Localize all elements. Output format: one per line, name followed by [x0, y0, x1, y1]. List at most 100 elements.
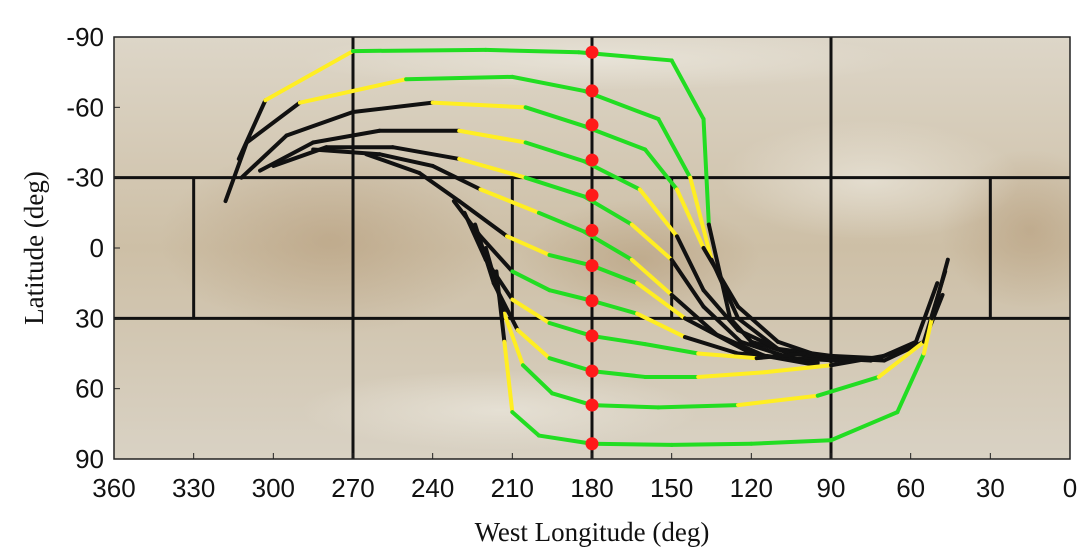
trajectory-segment [547, 253, 594, 268]
crossing-point [585, 294, 599, 308]
trajectory-segment [674, 234, 706, 293]
surface-basemap [114, 37, 1070, 459]
trajectory-segment [457, 156, 528, 180]
crossing-point [585, 84, 599, 98]
y-tick-label: -30 [66, 163, 104, 193]
trajectory-segment [510, 297, 552, 326]
trajectory-segment [754, 351, 807, 361]
trajectory-segment [643, 147, 679, 192]
trajectory-segment [815, 374, 881, 398]
trajectory-segment [682, 335, 741, 356]
trajectory-segment [417, 170, 462, 204]
trajectory-segment [682, 316, 754, 356]
x-axis-title: West Longitude (deg) [475, 517, 710, 547]
trajectory-segment [688, 175, 714, 262]
trajectory-segment [502, 339, 515, 415]
trajectory-segment [701, 288, 741, 333]
trajectory-segment [536, 210, 587, 234]
crossing-point [585, 259, 599, 273]
crossing-point [585, 364, 599, 378]
trajectory-segment [590, 298, 640, 316]
trajectory-segment [736, 393, 820, 408]
trajectory-segment [674, 187, 706, 250]
trajectory-segment [775, 339, 828, 361]
trajectory-segment [547, 356, 594, 374]
crossing-point [585, 45, 599, 59]
trajectory-segment [377, 152, 435, 168]
trajectory-segment [478, 234, 515, 274]
trajectory-segment [390, 145, 462, 161]
trajectory-segment [913, 281, 940, 344]
trajectory-segment [701, 117, 711, 227]
trajectory-segment [635, 311, 687, 340]
y-axis: -90 -60 -30 0 30 60 90 [66, 22, 120, 474]
trajectory-segment [876, 339, 926, 379]
trajectory-segment [494, 269, 507, 344]
trajectory-segment [430, 100, 528, 110]
trajectory-segment [483, 47, 581, 55]
y-tick-label: -60 [66, 92, 104, 122]
trajectory-3 [239, 100, 913, 363]
trajectory-segment [643, 342, 701, 356]
trajectory-segment [510, 269, 552, 293]
trajectory-segment [669, 292, 719, 337]
trajectory-segment [510, 74, 587, 93]
crossing-point [585, 188, 599, 202]
y-tick-label: 0 [90, 233, 104, 263]
trajectory-segment [590, 403, 661, 410]
trajectory-segment [762, 363, 833, 375]
trajectory-10 [473, 222, 887, 379]
trajectory-segment [736, 304, 780, 344]
trajectory-segment [895, 351, 926, 415]
trajectory-segment [590, 369, 648, 379]
x-tick-label: 150 [650, 473, 693, 503]
trajectory-segment [696, 370, 767, 379]
trajectory-segment [404, 74, 515, 82]
x-tick-label: 90 [817, 473, 846, 503]
trajectory-segment [457, 128, 528, 145]
trajectory-segment [244, 100, 302, 145]
trajectory-segment [515, 328, 552, 361]
trajectory-segment [364, 152, 422, 175]
trajectory-segment [478, 187, 541, 215]
trajectory-segment [523, 175, 587, 199]
trajectory-segment [749, 438, 833, 446]
trajectory-segment [637, 187, 679, 239]
trajectory-segment [656, 117, 693, 180]
x-tick-label: 300 [252, 473, 295, 503]
x-tick-label: 180 [570, 473, 613, 503]
trajectory-segment [921, 316, 934, 356]
y-axis-title: Latitude (deg) [19, 171, 49, 325]
trajectory-segment [550, 391, 594, 408]
trajectory-11 [483, 246, 945, 410]
trajectory-segment [536, 433, 594, 446]
trajectory-12 [494, 257, 950, 447]
x-tick-label: 0 [1063, 473, 1077, 503]
trajectory-segment [590, 263, 640, 286]
trajectory-segment [696, 351, 759, 361]
trajectory-7 [364, 152, 820, 368]
y-tick-label: 60 [75, 374, 104, 404]
trajectory-segment [510, 410, 541, 438]
crossing-point [585, 437, 599, 451]
x-tick-label: 240 [411, 473, 454, 503]
trajectory-segment [284, 110, 355, 138]
trajectory-segment [263, 49, 355, 103]
y-tick-label: 90 [75, 444, 104, 474]
trajectory-segment [701, 304, 743, 344]
y-tick-label: 30 [75, 303, 104, 333]
trajectory-segment [929, 257, 950, 321]
trajectory-segment [351, 100, 435, 115]
x-axis: 360 330 300 270 240 210 180 150 120 90 60 30 0 [92, 453, 1077, 503]
trajectory-segment [523, 140, 587, 164]
x-tick-label: 360 [92, 473, 135, 503]
trajectory-segment [629, 222, 674, 262]
trajectory-segment [502, 311, 525, 368]
trajectory-segment [430, 163, 483, 192]
trajectory-segment [635, 281, 687, 321]
trajectory-segment [351, 47, 488, 54]
trajectory-segment [505, 234, 552, 258]
crossing-point [585, 329, 599, 343]
trajectory-segment [736, 328, 786, 354]
